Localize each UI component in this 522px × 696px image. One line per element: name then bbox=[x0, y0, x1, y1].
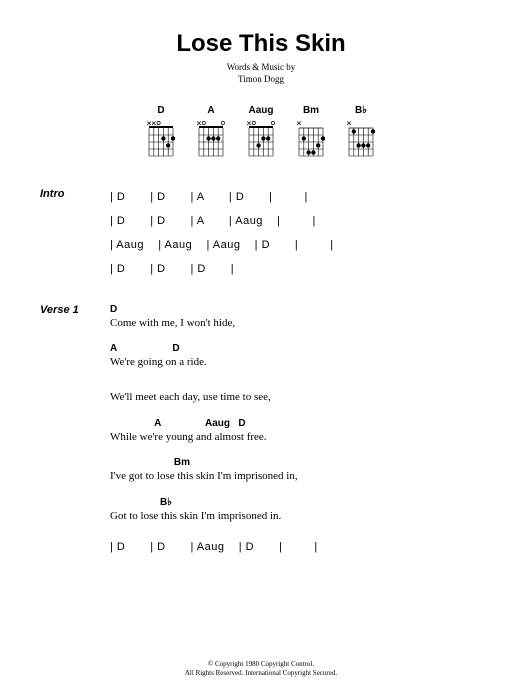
lyric-block: DCome with me, I won't hide, bbox=[110, 304, 482, 331]
chord-name: B♭ bbox=[355, 105, 367, 116]
section-label: Verse 1 bbox=[40, 304, 110, 562]
credits-line: Words & Music by bbox=[40, 62, 482, 74]
chord-diagrams: D A Aaug Bm B♭ bbox=[40, 105, 482, 158]
chord-name: Aaug bbox=[249, 105, 274, 116]
lyric-line: Come with me, I won't hide, bbox=[110, 316, 482, 331]
lyric-line: I've got to lose this skin I'm imprisone… bbox=[110, 469, 482, 484]
lyric-block: A Aaug DWhile we're young and almost fre… bbox=[110, 418, 482, 445]
chord-line: D bbox=[110, 304, 482, 316]
chord-row: | Aaug | Aaug | Aaug | D | | bbox=[110, 236, 482, 256]
intro-content: | D | D | A | D | | | D | D | A | Aaug | … bbox=[110, 188, 482, 283]
chord-row: | D | D | A | D | | bbox=[110, 188, 482, 208]
lyric-block: We'll meet each day, use time to see, bbox=[110, 382, 482, 405]
lyric-line: Got to lose this skin I'm imprisoned in. bbox=[110, 509, 482, 524]
chord-line: Bm bbox=[110, 457, 482, 469]
lyric-block: B♭Got to lose this skin I'm imprisoned i… bbox=[110, 497, 482, 524]
fretboard bbox=[345, 120, 377, 158]
chord-diagram: Aaug bbox=[245, 105, 277, 158]
credits: Words & Music by Timon Dogg bbox=[40, 62, 482, 85]
credits-line: Timon Dogg bbox=[40, 74, 482, 86]
chord-name: Bm bbox=[303, 105, 319, 116]
copyright-line: © Copyright 1980 Copyright Control. bbox=[0, 660, 522, 669]
chord-row: | D | D | D | bbox=[110, 260, 482, 280]
lyric-line: We're going on a ride. bbox=[110, 355, 482, 370]
chord-line: A D bbox=[110, 343, 482, 355]
chord-row: | D | D | Aaug | D | | bbox=[110, 538, 482, 558]
fretboard bbox=[295, 120, 327, 158]
intro-section: Intro | D | D | A | D | | | D | D | A | A… bbox=[40, 188, 482, 283]
fretboard bbox=[145, 120, 177, 158]
fretboard bbox=[195, 120, 227, 158]
lyric-line: We'll meet each day, use time to see, bbox=[110, 390, 482, 405]
lyric-line: While we're young and almost free. bbox=[110, 430, 482, 445]
section-label: Intro bbox=[40, 188, 110, 283]
copyright-line: All Rights Reserved. International Copyr… bbox=[0, 669, 522, 678]
chord-line: B♭ bbox=[110, 497, 482, 509]
chord-diagram: B♭ bbox=[345, 105, 377, 158]
chord-diagram: D bbox=[145, 105, 177, 158]
chord-diagram: A bbox=[195, 105, 227, 158]
chord-row: | D | D | A | Aaug | | bbox=[110, 212, 482, 232]
song-title: Lose This Skin bbox=[40, 30, 482, 58]
chord-diagram: Bm bbox=[295, 105, 327, 158]
lyric-block: BmI've got to lose this skin I'm impriso… bbox=[110, 457, 482, 484]
fretboard bbox=[245, 120, 277, 158]
copyright: © Copyright 1980 Copyright Control. All … bbox=[0, 660, 522, 678]
verse1-content: DCome with me, I won't hide, A DWe're goi… bbox=[110, 304, 482, 562]
chord-line: A Aaug D bbox=[110, 418, 482, 430]
verse1-section: Verse 1 DCome with me, I won't hide,A DW… bbox=[40, 304, 482, 562]
chord-name: D bbox=[157, 105, 164, 116]
lyric-block: A DWe're going on a ride. bbox=[110, 343, 482, 370]
chord-name: A bbox=[207, 105, 214, 116]
